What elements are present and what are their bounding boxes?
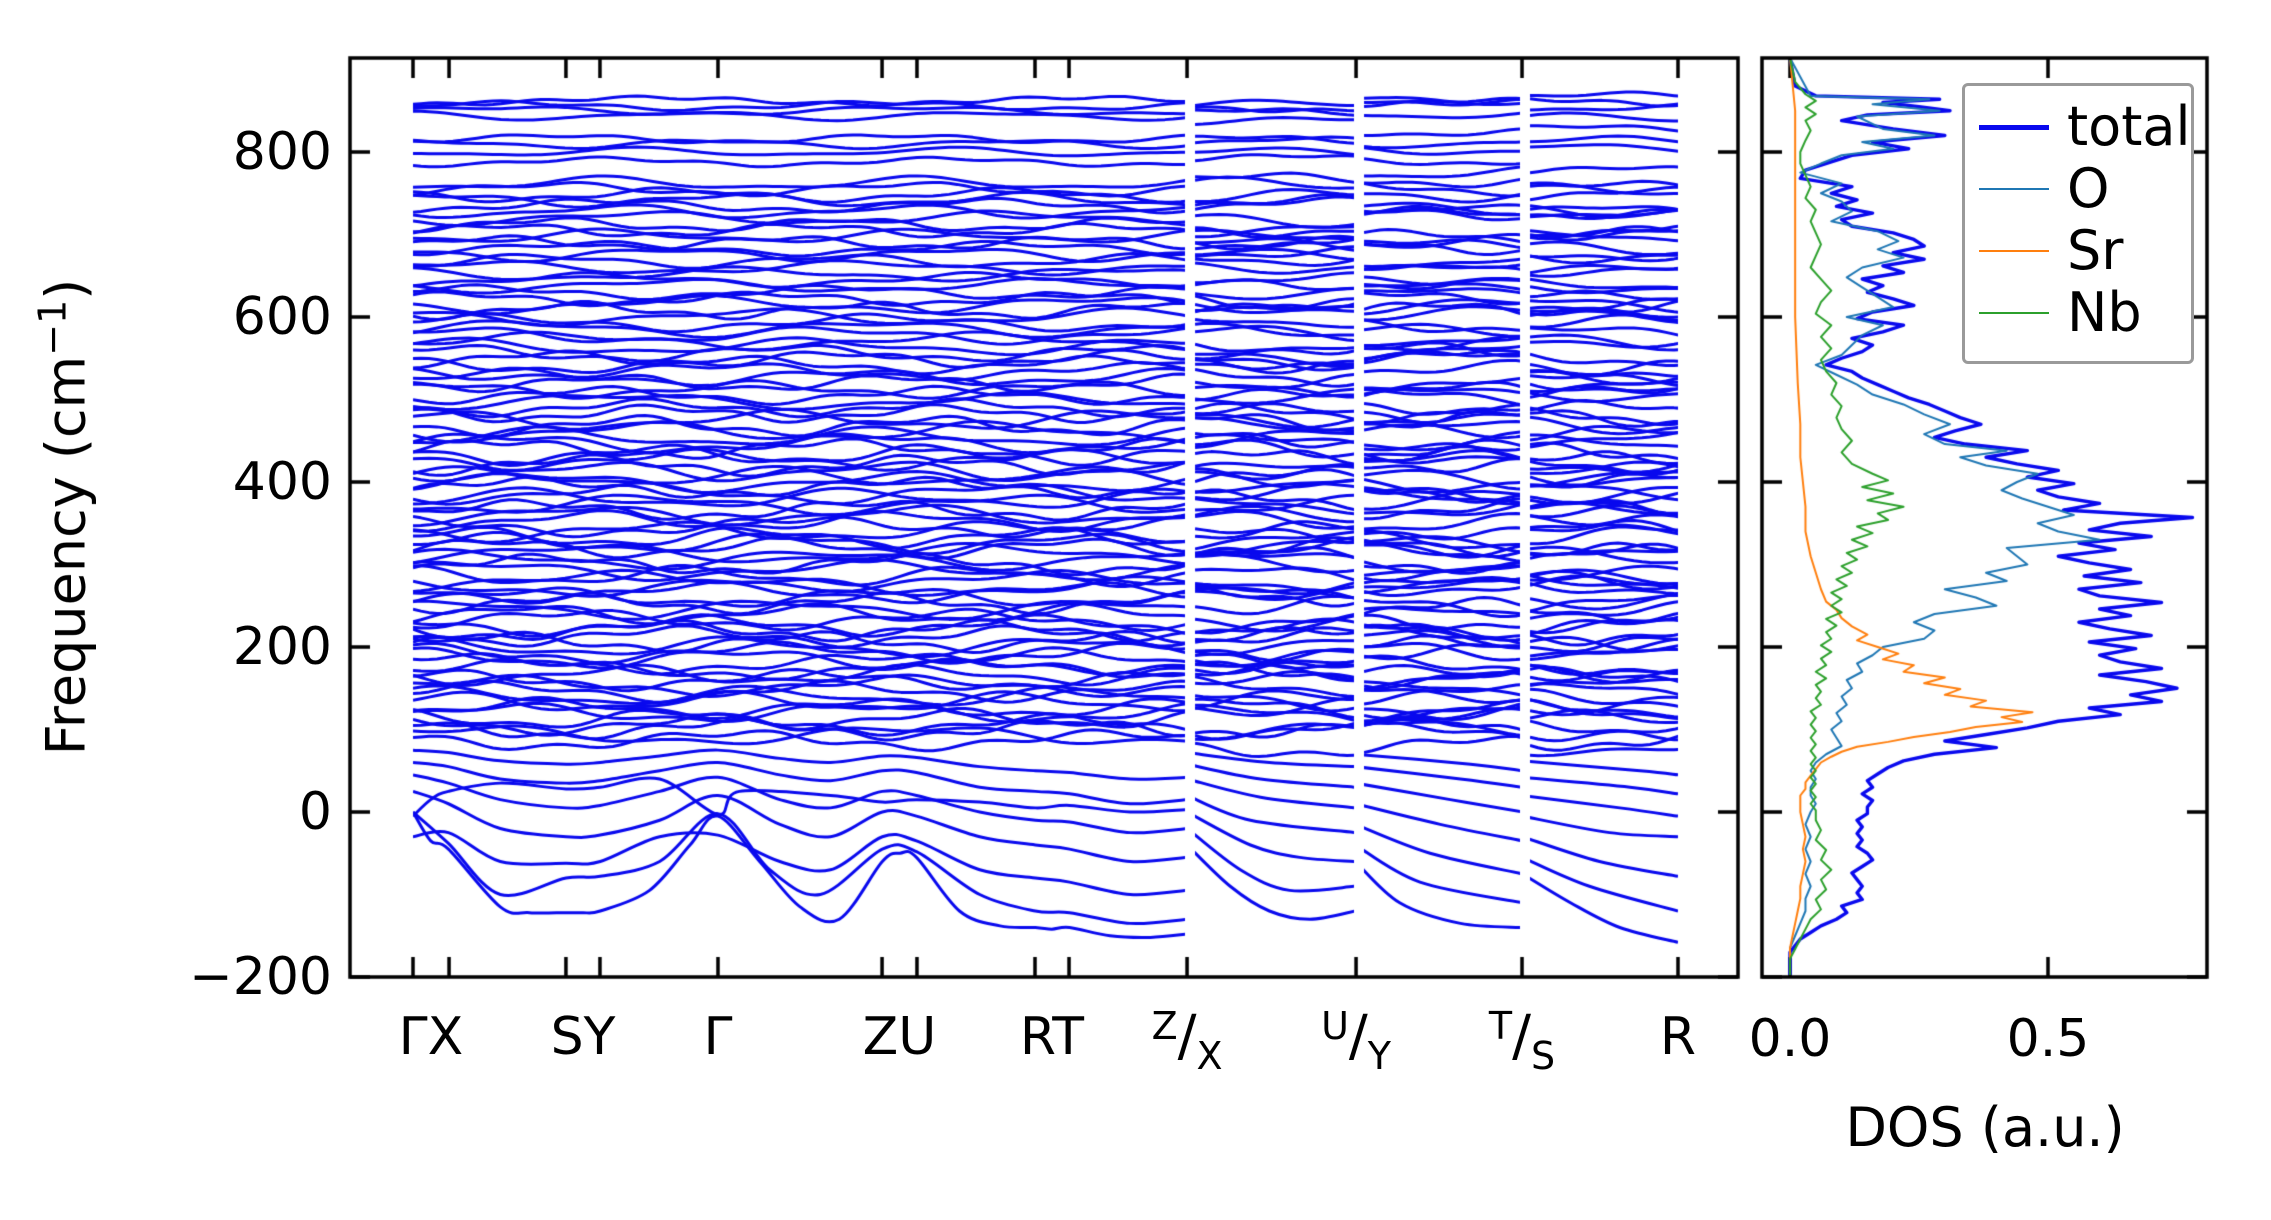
legend-line-sample-Sr xyxy=(1979,250,2049,252)
x-tick-label-kpoint-1: SY xyxy=(550,1007,616,1067)
y-tick-label-200: 200 xyxy=(232,617,332,677)
legend-label-O: O xyxy=(2067,157,2110,220)
kpoint-label-part: U xyxy=(1321,1004,1349,1048)
kpoint-label-part: / xyxy=(1348,1004,1368,1069)
legend-line-sample-Nb xyxy=(1979,312,2049,314)
x-tick-label-kpoint-5: Z/X xyxy=(1151,1004,1223,1078)
x-tick-label-kpoint-0: ΓX xyxy=(398,1007,464,1067)
legend-item-Sr: Sr xyxy=(1965,220,2191,282)
legend-label-total: total xyxy=(2067,95,2191,158)
legend-line-sample-O xyxy=(1979,188,2049,190)
kpoint-label-part: S xyxy=(1531,1034,1556,1078)
y-tick-label-600: 600 xyxy=(232,287,332,347)
kpoint-label-part: T xyxy=(1488,1004,1513,1048)
y-axis-label-prefix: Frequency (cm xyxy=(34,355,98,756)
y-tick-label-0: 0 xyxy=(298,782,332,842)
dos-tick-label-0.5: 0.5 xyxy=(2006,1009,2090,1069)
kpoint-label-part: / xyxy=(1177,1004,1197,1069)
x-tick-label-kpoint-3: ZU xyxy=(862,1007,937,1067)
x-tick-label-kpoint-4: RT xyxy=(1019,1007,1084,1067)
kpoint-label-part: X xyxy=(1196,1034,1223,1078)
x-tick-label-kpoint-2: Γ xyxy=(703,1007,733,1067)
kpoint-label-part: Z xyxy=(1151,1004,1178,1048)
y-tick-label-400: 400 xyxy=(232,452,332,512)
legend: total O Sr Nb xyxy=(1962,83,2194,364)
x-tick-label-kpoint-7: T/S xyxy=(1488,1004,1556,1078)
legend-item-O: O xyxy=(1965,158,2191,220)
y-tick-label-800: 800 xyxy=(232,122,332,182)
kpoint-label-part: Y xyxy=(1367,1034,1392,1078)
y-axis-label-exponent: −1 xyxy=(30,299,75,356)
legend-item-Nb: Nb xyxy=(1965,282,2191,344)
dos-axis-label: DOS (a.u.) xyxy=(1845,1096,2125,1159)
legend-line-sample-total xyxy=(1979,124,2049,130)
legend-item-total: total xyxy=(1965,96,2191,158)
band-structure-panel xyxy=(350,58,1738,977)
kpoint-label-part: / xyxy=(1512,1004,1531,1069)
legend-label-Sr: Sr xyxy=(2067,219,2124,282)
x-tick-label-kpoint-6: U/Y xyxy=(1321,1004,1392,1078)
y-tick-label-−200: −200 xyxy=(189,947,332,1007)
y-axis-label: Frequency (cm−1) xyxy=(31,279,98,756)
dos-tick-label-0.0: 0.0 xyxy=(1748,1009,1832,1069)
legend-label-Nb: Nb xyxy=(2067,281,2142,344)
x-tick-label-kpoint-8: R xyxy=(1659,1007,1697,1067)
y-axis-label-suffix: ) xyxy=(34,278,98,300)
